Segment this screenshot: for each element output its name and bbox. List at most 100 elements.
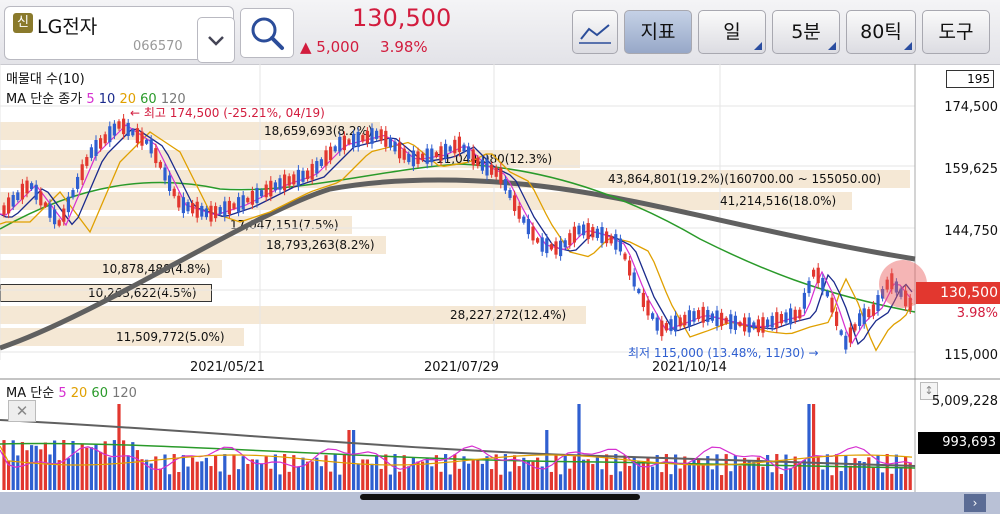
stock-code: 066570 (133, 39, 183, 54)
volume-bar (545, 430, 549, 490)
candle (591, 227, 595, 238)
candle (122, 118, 126, 135)
candle (232, 203, 236, 209)
volume-bar (476, 459, 480, 490)
volume-bar (108, 457, 112, 490)
candle (595, 228, 599, 238)
volume-bar (618, 471, 622, 490)
candle (76, 176, 80, 189)
volume-bar (434, 455, 438, 490)
volume-bar (421, 461, 425, 490)
candle (623, 253, 627, 260)
tools-button[interactable]: 도구 (922, 10, 990, 54)
volume-bar (600, 469, 604, 490)
volume-bar (214, 455, 218, 490)
stock-dropdown-button[interactable] (197, 17, 235, 63)
price-chart-panel[interactable]: 18,659,693(8.2%) 11,044,080(12.3%) 43,86… (0, 64, 1000, 380)
volume-bar (158, 468, 162, 490)
candle (430, 148, 434, 163)
ma120-line (0, 177, 916, 351)
candle (80, 164, 84, 181)
candle (715, 310, 719, 326)
profile-label: 28,227,272(12.4%) (450, 308, 567, 322)
candle (848, 327, 852, 343)
minute-button[interactable]: 5분 (772, 10, 840, 54)
candle (439, 146, 443, 161)
candle (890, 273, 894, 290)
close-panel-button[interactable]: ✕ (8, 400, 36, 422)
volume-bar (729, 471, 733, 490)
volume-bar (632, 457, 636, 490)
current-price: 130,500 (352, 4, 452, 32)
resize-panel-button[interactable]: ↕ (920, 382, 938, 400)
volume-bar (393, 454, 397, 490)
volume-bar (747, 461, 751, 490)
volume-bar (503, 454, 507, 490)
candle (793, 309, 797, 321)
volume-bar (890, 473, 894, 490)
volume-bar (628, 465, 632, 490)
search-button[interactable] (240, 8, 294, 58)
candle (821, 277, 825, 292)
volume-bar (678, 468, 682, 490)
stock-selector[interactable]: 신 LG전자 066570 (4, 6, 235, 63)
volume-chart-panel[interactable]: MA 단순 5 20 60 120 ✕ ↕ 5,009,228 993,693 (0, 380, 1000, 514)
period-day-button[interactable]: 일 (698, 10, 766, 54)
volume-bar (172, 454, 176, 490)
volume-bar (34, 445, 38, 490)
indicator-button[interactable]: 지표 (624, 10, 692, 54)
candle (283, 174, 287, 191)
volume-bar (218, 471, 222, 490)
candle (255, 187, 259, 204)
candle (227, 200, 231, 215)
profile-band (0, 192, 852, 210)
current-volume-marker: 993,693 (918, 432, 1000, 454)
volume-bar (692, 459, 696, 490)
volume-bar (154, 456, 158, 490)
candle (365, 130, 369, 144)
volume-bar (568, 468, 572, 490)
volume-bar (674, 454, 678, 490)
candle (554, 241, 558, 255)
candle (747, 317, 751, 333)
volume-bar (384, 454, 388, 490)
candle (163, 167, 167, 181)
candle (218, 207, 222, 215)
scroll-right-button[interactable]: › (964, 494, 986, 512)
volume-bar (260, 463, 264, 490)
volume-bar (223, 454, 227, 490)
candle (733, 315, 737, 330)
tick-button[interactable]: 80틱 (846, 10, 916, 54)
volume-bar (25, 450, 29, 490)
date-label: 2021/07/29 (424, 360, 499, 375)
candle (568, 233, 572, 246)
volume-bar (324, 455, 328, 490)
volume-bar (407, 466, 411, 490)
candle (30, 183, 34, 190)
candle (62, 208, 66, 222)
volume-bar (227, 474, 231, 490)
volume-bar (177, 472, 181, 490)
volume-bar (140, 459, 144, 490)
chart-type-button[interactable] (572, 10, 618, 54)
candle (549, 244, 553, 250)
candle (605, 231, 609, 244)
volume-bar (195, 461, 199, 490)
volume-bar (462, 456, 466, 490)
volume-bar (471, 459, 475, 490)
candle (683, 314, 687, 326)
candle (250, 190, 254, 205)
candle (34, 184, 38, 200)
candle (641, 292, 645, 308)
candle (135, 128, 139, 144)
volume-bar (646, 457, 650, 490)
volume-bar (209, 466, 213, 490)
candle-count-box: 195 (946, 70, 994, 88)
candle (103, 134, 107, 144)
volume-bar (453, 454, 457, 490)
candle (614, 234, 618, 250)
candle (126, 122, 130, 137)
volume-bar (724, 454, 728, 490)
vol-ma60-label: 60 (91, 386, 108, 401)
candle (752, 322, 756, 329)
